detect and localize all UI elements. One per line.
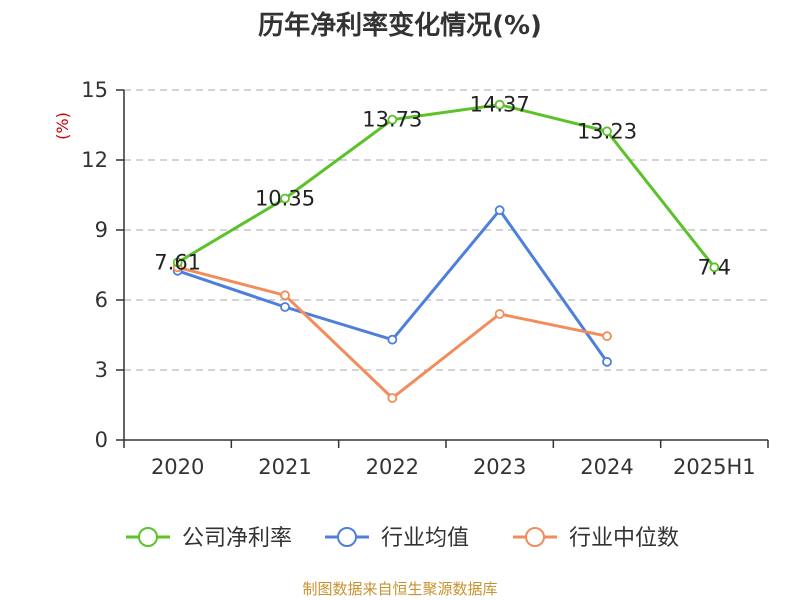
series-0 [172, 99, 720, 273]
data-label: 13.23 [577, 119, 637, 143]
series-2 [172, 262, 612, 403]
data-point [387, 334, 398, 345]
data-point [387, 393, 398, 403]
series-lines [172, 99, 720, 403]
legend-item-1[interactable]: 行业均值 [325, 526, 469, 551]
y-axis-label: (%) [53, 112, 72, 140]
y-tick-label: 15 [81, 78, 108, 102]
data-point [494, 309, 505, 319]
x-tick-label: 2024 [580, 455, 633, 479]
data-label: 7.4 [698, 255, 731, 279]
legend-label: 行业均值 [381, 526, 469, 551]
data-point [709, 262, 720, 273]
data-point [387, 114, 398, 125]
data-label: 10.35 [255, 187, 315, 211]
axes [116, 89, 769, 448]
data-point [280, 193, 290, 204]
data-label: 7.61 [154, 250, 201, 274]
legend-swatch-marker [525, 527, 545, 547]
data-labels: 7.61 10.35 13.73 14.37 13.23 7.4 [154, 93, 731, 280]
y-tick-label: 6 [95, 288, 108, 312]
source-note: 制图数据来自恒生聚源数据库 [302, 580, 497, 598]
series-1 [172, 205, 612, 367]
data-point [280, 290, 290, 301]
legend-label: 公司净利率 [182, 526, 292, 551]
legend-item-0[interactable]: 公司净利率 [126, 526, 292, 551]
legend-swatch-marker [138, 527, 158, 547]
series-line [176, 103, 716, 269]
y-tick-label: 3 [95, 358, 108, 382]
data-point [172, 257, 183, 268]
x-tick-label: 2023 [473, 455, 526, 479]
data-label: 13.73 [362, 108, 422, 132]
data-point [280, 302, 290, 312]
x-tick-label: 2022 [366, 455, 419, 479]
x-tick-label: 2025H1 [673, 455, 756, 479]
grid-lines [124, 89, 768, 371]
data-label: 14.37 [470, 93, 530, 117]
y-tick-label: 12 [81, 148, 108, 172]
legend-label: 行业中位数 [569, 526, 679, 551]
data-point [602, 331, 612, 342]
legend-swatch-marker [337, 527, 357, 547]
data-point [494, 205, 505, 216]
y-tick-labels: 0 3 6 9 12 15 [81, 78, 108, 452]
data-point [602, 126, 612, 137]
legend[interactable]: 公司净利率 行业均值 行业中位数 [126, 526, 679, 551]
y-tick-label: 0 [95, 428, 108, 452]
x-tick-labels: 2020 2021 2022 2023 2024 2025H1 [151, 455, 756, 479]
y-tick-label: 9 [95, 218, 108, 242]
x-tick-label: 2020 [151, 455, 204, 479]
series-line [176, 265, 609, 400]
data-point [494, 99, 505, 110]
data-point [602, 356, 612, 367]
x-tick-label: 2021 [258, 455, 311, 479]
legend-item-2[interactable]: 行业中位数 [513, 526, 679, 551]
chart-title: 历年净利率变化情况(%) [258, 10, 542, 41]
